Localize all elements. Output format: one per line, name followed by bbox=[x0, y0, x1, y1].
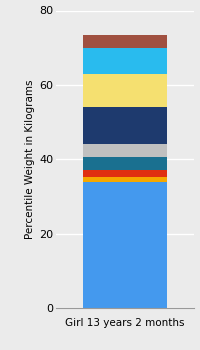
Bar bbox=[83, 74, 167, 107]
Bar bbox=[83, 107, 167, 144]
Bar bbox=[83, 177, 167, 182]
Bar bbox=[83, 158, 167, 170]
Bar bbox=[83, 48, 167, 74]
Bar bbox=[83, 35, 167, 48]
Bar bbox=[83, 182, 167, 308]
Bar bbox=[83, 170, 167, 177]
Bar bbox=[83, 144, 167, 158]
Y-axis label: Percentile Weight in Kilograms: Percentile Weight in Kilograms bbox=[25, 79, 35, 239]
